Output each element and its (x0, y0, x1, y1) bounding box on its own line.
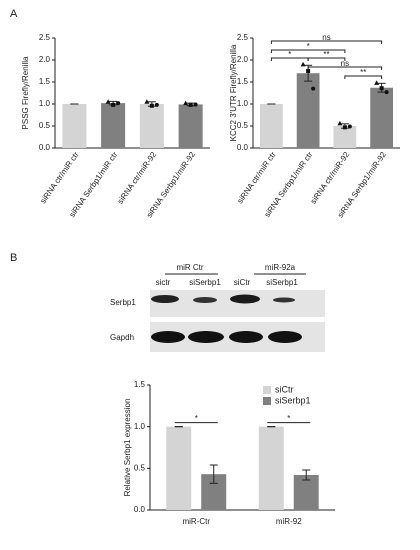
band (193, 297, 217, 303)
legend-label: siCtr (275, 384, 294, 394)
bar (101, 103, 126, 148)
y-tick-label: 0.0 (237, 143, 249, 152)
y-tick-label: 1.0 (237, 99, 249, 108)
y-axis-label: Relative Serbp1 expression (123, 399, 132, 497)
significance-label: ** (323, 50, 329, 59)
y-tick-label: 0.0 (134, 505, 146, 514)
blot-group-label: miR Ctr (176, 263, 203, 272)
row-label: Gapdh (110, 333, 134, 342)
band (268, 331, 302, 343)
x-tick-label: miR-92 (276, 517, 302, 526)
significance-label: * (307, 42, 310, 51)
panel-label: B (10, 252, 17, 264)
bar (166, 426, 192, 510)
lane-label: sictr (156, 278, 171, 287)
band (151, 331, 185, 343)
blot-group-label: miR-92a (265, 263, 296, 272)
y-tick-label: 2.5 (39, 33, 51, 42)
point (105, 99, 111, 104)
significance-bracket (307, 57, 346, 61)
y-tick-label: 1.5 (39, 77, 51, 86)
y-tick-label: 0.5 (237, 121, 249, 130)
point (111, 102, 116, 107)
bar (333, 126, 357, 148)
legend-swatch (263, 386, 271, 394)
bar (258, 426, 284, 510)
y-axis-label: PSSG Firefly/Renilla (21, 56, 30, 129)
point (193, 102, 198, 107)
significance-label: ns (322, 33, 330, 42)
significance-label: * (287, 414, 290, 423)
bar (370, 87, 394, 148)
x-tick-label: siRNA ctr/miR-92 (116, 150, 159, 206)
band (273, 297, 295, 303)
lane-label: siSerbp1 (189, 278, 221, 287)
y-tick-label: 2.0 (39, 55, 51, 64)
point (384, 90, 389, 95)
bar (62, 104, 87, 148)
x-tick-label: siRNA ctr/miR ctr (235, 150, 277, 205)
y-tick-label: 1.5 (237, 77, 249, 86)
point (188, 102, 193, 107)
y-tick-label: 1.0 (134, 422, 146, 431)
point (374, 80, 380, 85)
blot: miR Ctr miR-92a sictr siSerbp1 siCtr siS… (110, 263, 325, 352)
bar (178, 104, 203, 148)
significance-bracket (307, 66, 383, 70)
point (337, 120, 343, 126)
significance-bracket (270, 49, 346, 53)
y-tick-label: 1.0 (39, 99, 51, 108)
significance-label: ** (360, 68, 366, 77)
panel-label: A (10, 8, 18, 20)
bar (293, 475, 319, 510)
blot-strip (150, 290, 325, 317)
y-tick-label: 0.5 (134, 463, 146, 472)
x-tick-label: miR-Ctr (182, 517, 210, 526)
legend-label: siSerbp1 (275, 395, 311, 405)
y-tick-label: 0.5 (39, 121, 51, 130)
x-tick-label: siRNA ctr/miR-92 (309, 150, 352, 206)
bar (296, 73, 320, 148)
band (230, 294, 260, 304)
point (116, 101, 121, 106)
point (311, 86, 316, 91)
point (347, 124, 352, 129)
bar (139, 104, 164, 148)
point (306, 69, 311, 73)
band (229, 331, 263, 343)
band (188, 331, 224, 343)
significance-bracket (344, 75, 383, 79)
point (154, 102, 159, 107)
row-label: Serbp1 (110, 298, 136, 307)
point (149, 103, 154, 108)
lane-label: siCtr (234, 278, 251, 287)
band (151, 295, 179, 303)
point (300, 61, 306, 67)
y-tick-label: 0.0 (39, 143, 51, 152)
significance-label: * (195, 414, 198, 423)
point (342, 125, 347, 130)
y-tick-label: 1.5 (134, 380, 146, 389)
significance-label: ns (341, 59, 349, 68)
y-tick-label: 2.0 (237, 55, 249, 64)
legend-swatch (263, 397, 271, 405)
point (183, 100, 189, 106)
point (379, 86, 384, 91)
point (144, 99, 150, 104)
significance-bracket (270, 40, 383, 44)
bar (259, 104, 283, 148)
y-tick-label: 2.5 (237, 33, 249, 42)
x-tick-label: siRNA ctr/miR ctr (38, 150, 80, 205)
significance-label: * (288, 50, 291, 59)
y-axis-label: KCC2 3'UTR Firefly/Renilla (229, 44, 238, 141)
lane-label: siSerbp1 (266, 278, 298, 287)
